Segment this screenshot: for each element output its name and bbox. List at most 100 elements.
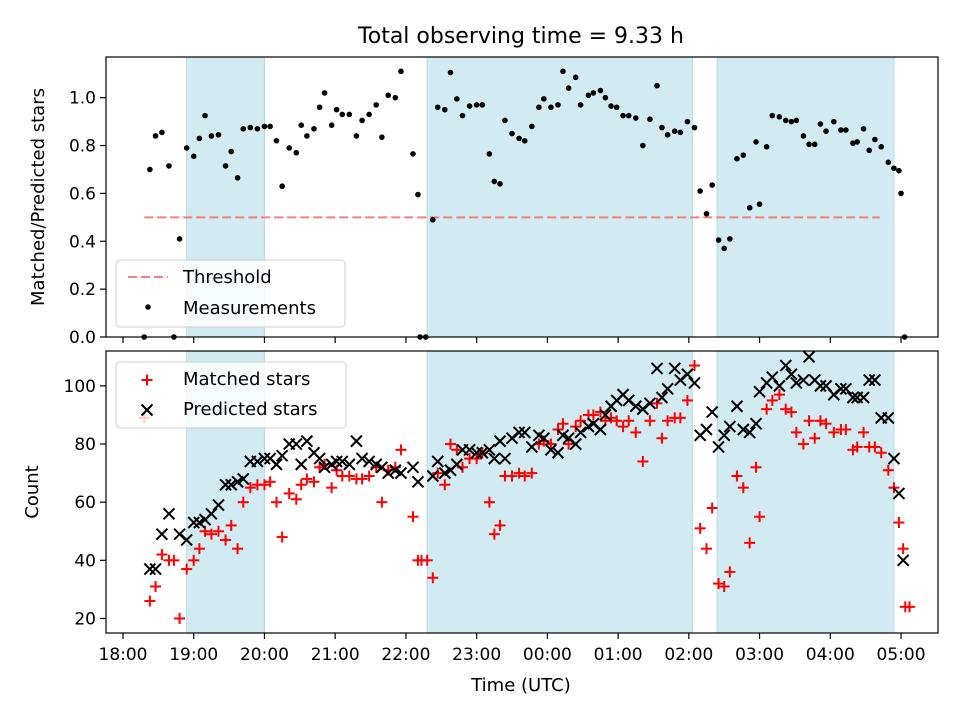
predicted-star-29 [330,455,343,468]
matched-star-3 [156,549,168,561]
predicted-star-39 [394,466,408,480]
predicted-star-1-b [149,562,162,576]
measurement-point-6 [176,236,183,242]
predicted-star-66-b [574,426,587,439]
measurement-point-117 [866,147,873,154]
predicted-star-9 [205,507,218,521]
predicted-star-2 [155,527,169,541]
matched-star-86 [674,412,686,424]
bottom-y-tick-label-3: 80 [74,435,96,455]
predicted-star-101 [790,376,803,390]
matched-star-5 [168,554,180,566]
predicted-star-94 [749,417,763,430]
predicted-star-97 [766,370,779,384]
predicted-star-88 [712,440,725,454]
measurement-point-110 [823,128,829,134]
top-y-tick-label-2: 0.4 [69,232,96,252]
predicted-star-10 [212,498,225,512]
measurement-point-123 [898,190,904,197]
matched-star-90 [701,543,713,555]
measurement-point-77 [620,112,626,119]
observing-interval-2 [716,56,895,338]
predicted-star-89 [717,429,731,442]
measurement-point-57 [497,181,503,187]
matched-star-46 [427,572,439,584]
predicted-star-116-b [882,411,895,425]
measurement-point-51 [459,112,466,119]
predicted-star-27-b [318,461,331,474]
measurement-point-65 [548,104,554,111]
x-tick-label-11: 05:00 [877,645,926,665]
matched-star-78 [623,415,635,427]
matched-star-119 [875,447,887,459]
predicted-star-24 [300,434,314,448]
matched-star-77 [617,421,629,433]
measurement-point-28 [316,104,323,111]
matched-star-88 [688,360,700,372]
matched-star-53 [471,453,483,465]
predicted-star-3-b [162,507,176,521]
measurement-point-4 [166,163,172,169]
predicted-star-31 [343,458,356,471]
predicted-star-50 [476,446,489,459]
predicted-star-20-b [275,449,289,462]
predicted-star-30-b [336,455,349,468]
predicted-star-0 [143,562,157,576]
legend-threshold-label: Threshold [182,267,272,288]
count-panel: 20 40 60 80 100 18:00 19:00 20:00 21:00 22:00 23:… [22,350,939,696]
measurement-point-76 [613,104,620,111]
measurement-point-69 [572,74,579,81]
matched-star-108 [809,432,821,444]
matched-star-87 [681,394,693,406]
matched-star-20 [264,476,276,488]
predicted-star-32-b [350,434,363,448]
predicted-star-6 [187,516,200,529]
predicted-star-6-b [187,516,200,529]
predicted-star-29-b [330,455,343,468]
matched-star-60 [513,467,525,479]
measurement-point-67 [560,68,566,75]
measurement-point-16 [240,125,247,132]
predicted-star-90 [723,420,737,433]
measurement-point-86 [677,129,684,136]
predicted-star-87 [705,405,719,419]
top-y-tick-label-1: 0.2 [69,280,96,300]
predicted-star-33-b [355,452,369,465]
measurement-point-17 [247,124,254,131]
matched-star-57 [494,519,506,531]
measurement-point-93 [721,245,728,252]
predicted-star-61-b [544,443,558,457]
predicted-star-2-b [155,527,169,541]
measurement-point-39 [385,92,392,99]
predicted-star-17 [258,452,271,465]
predicted-star-100-b [785,368,798,381]
x-tick-label-10: 04:00 [806,645,855,665]
measurement-point-13 [222,163,229,169]
predicted-star-36-b [375,461,389,474]
measurement-point-66 [555,102,561,108]
matched-star-73 [594,406,606,418]
measurement-point-118 [872,136,878,143]
predicted-star-41 [411,475,425,489]
measurement-point-92 [715,237,722,243]
matched-star-23 [283,487,295,499]
predicted-star-113-b [862,373,876,387]
predicted-star-81 [668,362,681,375]
matched-star-106 [797,438,809,450]
top-legend: Threshold Measurements [115,259,346,328]
predicted-star-77 [643,397,657,410]
predicted-star-41-b [411,475,425,489]
bottom-y-tick-label-0: 20 [74,609,96,629]
matched-star-17 [244,482,256,494]
matched-star-83 [656,432,668,444]
matched-star-45 [421,554,433,566]
predicted-star-14 [237,472,250,486]
measurement-point-71 [585,92,592,99]
predicted-star-27 [318,461,331,474]
measurement-point-46 [429,216,436,223]
predicted-star-63-b [556,429,570,442]
matched-star-11 [205,528,217,540]
predicted-star-66 [574,426,587,439]
measurement-point-1 [147,166,153,173]
predicted-star-18-b [263,452,277,465]
